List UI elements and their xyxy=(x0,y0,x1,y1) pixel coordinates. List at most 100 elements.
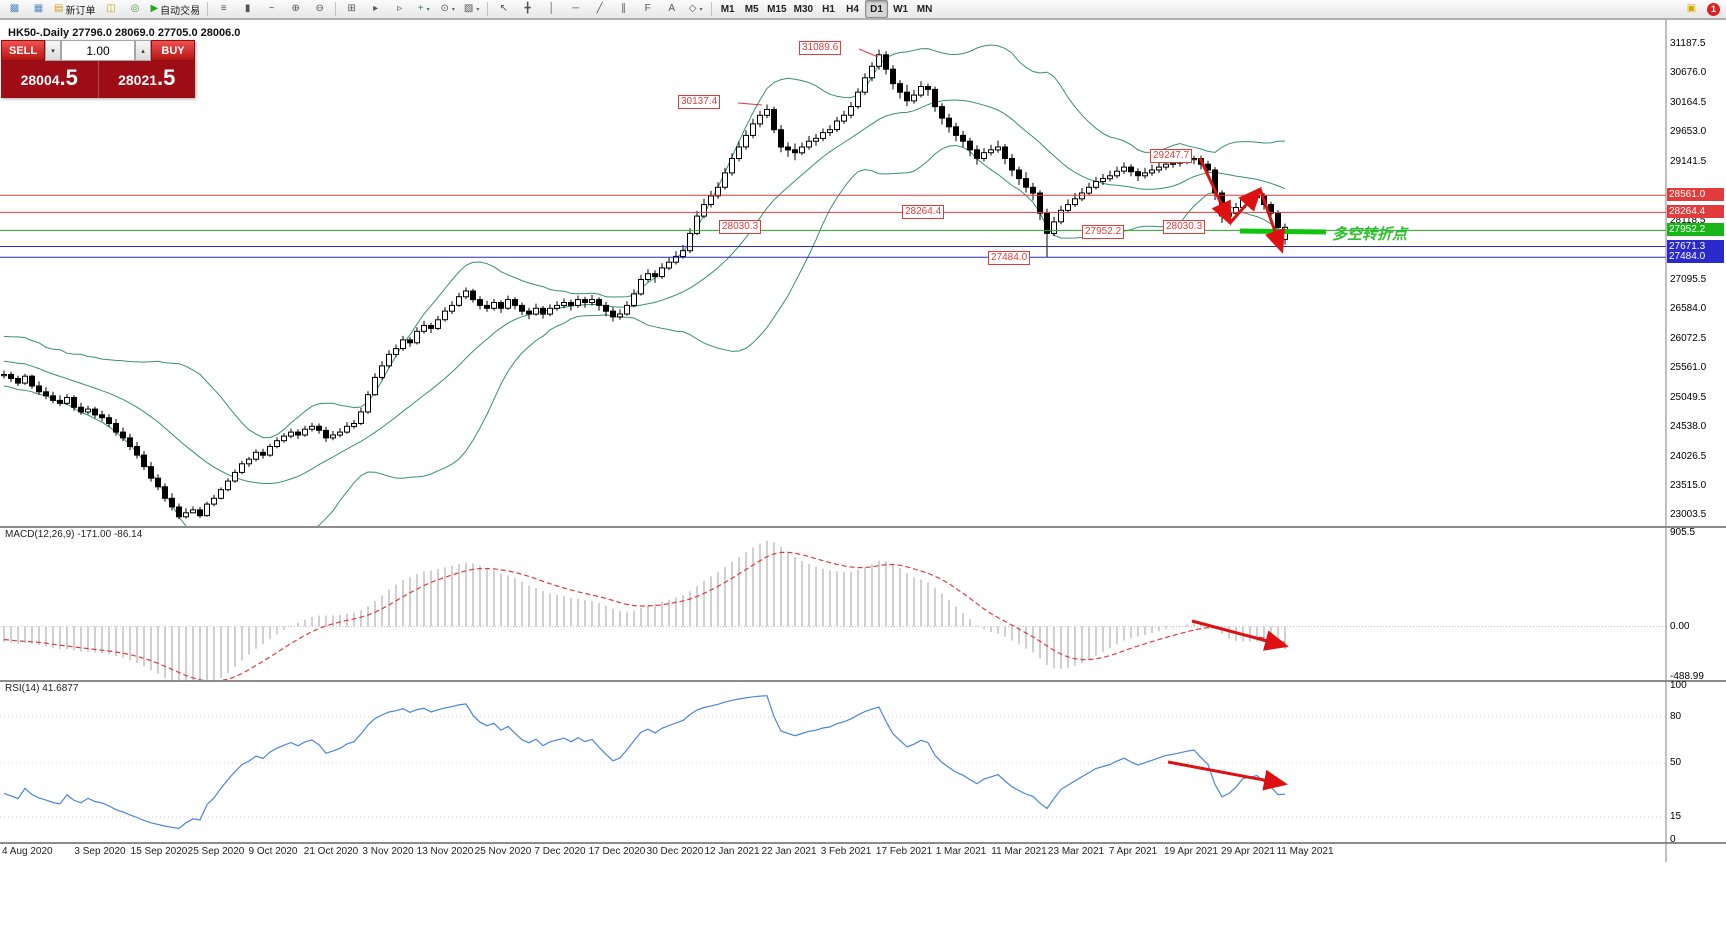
price-annotation[interactable]: 28030.3 xyxy=(1163,220,1206,234)
trendline-icon: ╱ xyxy=(596,3,603,14)
chart-shift-icon: ▹ xyxy=(397,3,403,14)
line-chart-button[interactable]: ~ xyxy=(260,0,283,18)
rsi-panel[interactable] xyxy=(0,695,1666,830)
macd-axis-label: -488.99 xyxy=(1670,671,1704,682)
mailbox-button[interactable]: ▣ xyxy=(1680,0,1703,18)
trade-controls-row: SELL ▾ ▴ BUY xyxy=(1,40,195,61)
trendline-button[interactable]: ╱ xyxy=(588,0,611,18)
crosshair-button[interactable]: ╋ xyxy=(516,0,539,18)
buy-button[interactable]: BUY xyxy=(151,40,195,61)
templates-button[interactable]: ▧ ▾ xyxy=(460,0,483,18)
time-axis-label: 3 Nov 2020 xyxy=(362,846,414,857)
macd-indicator-label: MACD(12,26,9) -171.00 -86.14 xyxy=(5,529,143,540)
price-annotation[interactable]: 31089.6 xyxy=(799,41,842,55)
sell-price[interactable]: 28004 .5 xyxy=(1,61,99,98)
vertical-line-button[interactable]: │ xyxy=(540,0,563,18)
tile-windows-button[interactable]: ⊞ xyxy=(340,0,363,18)
price-axis-label: 23515.0 xyxy=(1670,479,1707,491)
periods-button[interactable]: ⊙ ▾ xyxy=(436,0,459,18)
bar-chart-button[interactable]: ≡ xyxy=(212,0,235,18)
text-label-icon: A xyxy=(668,3,675,14)
volume-input[interactable] xyxy=(61,40,135,61)
equidistant-channel-button[interactable]: ∥ xyxy=(612,0,635,18)
time-axis-label: 12 Jan 2021 xyxy=(704,846,760,857)
volume-decrease-button[interactable]: ▾ xyxy=(45,40,61,61)
market-watch-icon: ▦ xyxy=(33,3,44,14)
timeframe-m30-label: M30 xyxy=(793,3,814,15)
price-annotation[interactable]: 30137.4 xyxy=(678,95,721,109)
timeframe-m5-button[interactable]: M5 xyxy=(740,0,763,18)
time-axis-label: 17 Dec 2020 xyxy=(588,846,646,857)
cursor-button[interactable]: ↖ xyxy=(492,0,515,18)
timeframe-m30-button[interactable]: M30 xyxy=(791,0,816,18)
timeframe-d1-button[interactable]: D1 xyxy=(865,0,889,18)
time-axis-label: 21 Oct 2020 xyxy=(303,846,359,857)
arrows-tool-icon: ◇ xyxy=(688,3,697,14)
autotrade-button[interactable]: ▶ 自动交易 xyxy=(147,0,203,18)
indicators-button[interactable]: + ▾ xyxy=(412,0,435,18)
buy-price[interactable]: 28021 .5 xyxy=(99,61,196,98)
zoom-in-button[interactable]: ⊕ xyxy=(284,0,307,18)
price-panel[interactable] xyxy=(0,44,1666,545)
new-chart-icon: ▩ xyxy=(9,3,20,14)
time-axis-label: 19 Apr 2021 xyxy=(1164,846,1218,857)
timeframe-m15-button[interactable]: M15 xyxy=(764,0,789,18)
rsi-axis-label: 0 xyxy=(1670,834,1676,845)
arrows-tool-dropdown-icon: ▾ xyxy=(699,6,703,13)
timeframe-w1-label: W1 xyxy=(893,3,909,15)
price-annotation[interactable]: 27484.0 xyxy=(988,251,1031,265)
rsi-axis-label: 100 xyxy=(1670,680,1687,691)
timeframe-m1-button[interactable]: M1 xyxy=(716,0,739,18)
timeframe-h4-button[interactable]: H4 xyxy=(841,0,864,18)
zoom-out-button[interactable]: ⊖ xyxy=(308,0,331,18)
autotrade-icon: ▶ xyxy=(150,3,159,14)
price-annotation[interactable]: 28030.3 xyxy=(719,220,762,234)
time-axis-label: 25 Nov 2020 xyxy=(474,846,532,857)
price-annotation[interactable]: 28264.4 xyxy=(902,205,945,219)
horizontal-line-button[interactable]: ─ xyxy=(564,0,587,18)
fibonacci-button[interactable]: F xyxy=(636,0,659,18)
time-axis-label: 3 Feb 2021 xyxy=(820,846,872,857)
new-chart-button[interactable]: ▩ xyxy=(3,0,26,18)
price-axis-label: 26584.0 xyxy=(1670,303,1707,315)
timeframe-mn-button[interactable]: MN xyxy=(913,0,936,18)
candlestick-chart-button[interactable]: ▮ xyxy=(236,0,259,18)
timeframe-w1-button[interactable]: W1 xyxy=(889,0,912,18)
volume-increase-button[interactable]: ▴ xyxy=(135,40,151,61)
toolbar-separator xyxy=(207,2,209,16)
indicators-dropdown-icon: ▾ xyxy=(426,6,430,13)
price-axis-label: 29653.0 xyxy=(1670,126,1707,138)
periods-icon: ⊙ xyxy=(440,3,449,14)
mailbox-icon: ▣ xyxy=(1686,3,1697,14)
chart-shift-button[interactable]: ▹ xyxy=(388,0,411,18)
price-annotation[interactable]: 29247.7 xyxy=(1150,149,1193,163)
arrows-tool-button[interactable]: ◇ ▾ xyxy=(684,0,707,18)
price-annotation[interactable]: 27952.2 xyxy=(1082,225,1125,239)
alert-count-badge[interactable]: 1 xyxy=(1707,2,1720,16)
timeframe-mn-label: MN xyxy=(916,3,933,15)
text-label-button[interactable]: A xyxy=(660,0,683,18)
buy-price-pip: .5 xyxy=(157,65,176,90)
price-axis-label: 31187.5 xyxy=(1670,38,1706,49)
auto-scroll-button[interactable]: ▸ xyxy=(364,0,387,18)
chart-note-text[interactable]: 多空转折点 xyxy=(1332,226,1408,243)
buy-price-main: 28021 xyxy=(118,72,158,88)
price-axis-badge: 28561.0 xyxy=(1667,188,1724,202)
macd-panel[interactable] xyxy=(0,540,1666,688)
new-order-button[interactable]: ▤ 新订单 xyxy=(51,0,98,18)
history-center-button[interactable]: ◫ xyxy=(99,0,122,18)
candlestick-chart-icon: ▮ xyxy=(244,3,251,14)
timeframe-m5-label: M5 xyxy=(744,3,759,15)
price-axis-label: 24538.0 xyxy=(1670,421,1707,433)
alerts-button[interactable]: ◎ xyxy=(123,0,146,18)
timeframe-h1-button[interactable]: H1 xyxy=(817,0,840,18)
timeframe-h1-label: H1 xyxy=(822,3,835,15)
price-axis-label: 30676.0 xyxy=(1670,67,1707,79)
sell-button[interactable]: SELL xyxy=(1,40,45,61)
market-watch-button[interactable]: ▦ xyxy=(27,0,50,18)
macd-axis-label: 905.5 xyxy=(1670,527,1696,538)
time-axis-label: 30 Dec 2020 xyxy=(646,846,704,857)
time-axis-label: 1 Mar 2021 xyxy=(935,846,987,857)
